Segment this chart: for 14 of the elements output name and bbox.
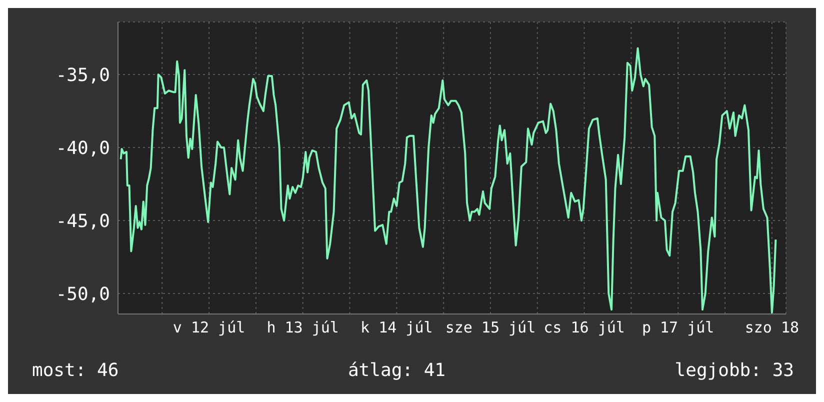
x-tick-label: h 13 júl — [266, 318, 339, 337]
text: átlag: 41 — [348, 360, 446, 381]
x-tick-label: szo 18 — [744, 318, 800, 337]
y-tick-label: -45,0 — [56, 210, 110, 232]
y-tick-label: -50,0 — [56, 284, 110, 305]
y-tick-label: -35,0 — [56, 64, 110, 86]
x-tick-label: v 12 júl — [172, 318, 246, 337]
x-tick-label: p 17 júl — [642, 318, 714, 337]
x-tick-label: cs 16 júl — [544, 318, 625, 337]
text: most: 46 — [32, 360, 119, 381]
text: legjobb: 33 — [674, 360, 794, 381]
x-tick-label: k 14 júl — [360, 318, 433, 337]
y-tick-label: -40,0 — [56, 138, 110, 159]
x-tick-label: sze 15 júl — [445, 318, 536, 337]
